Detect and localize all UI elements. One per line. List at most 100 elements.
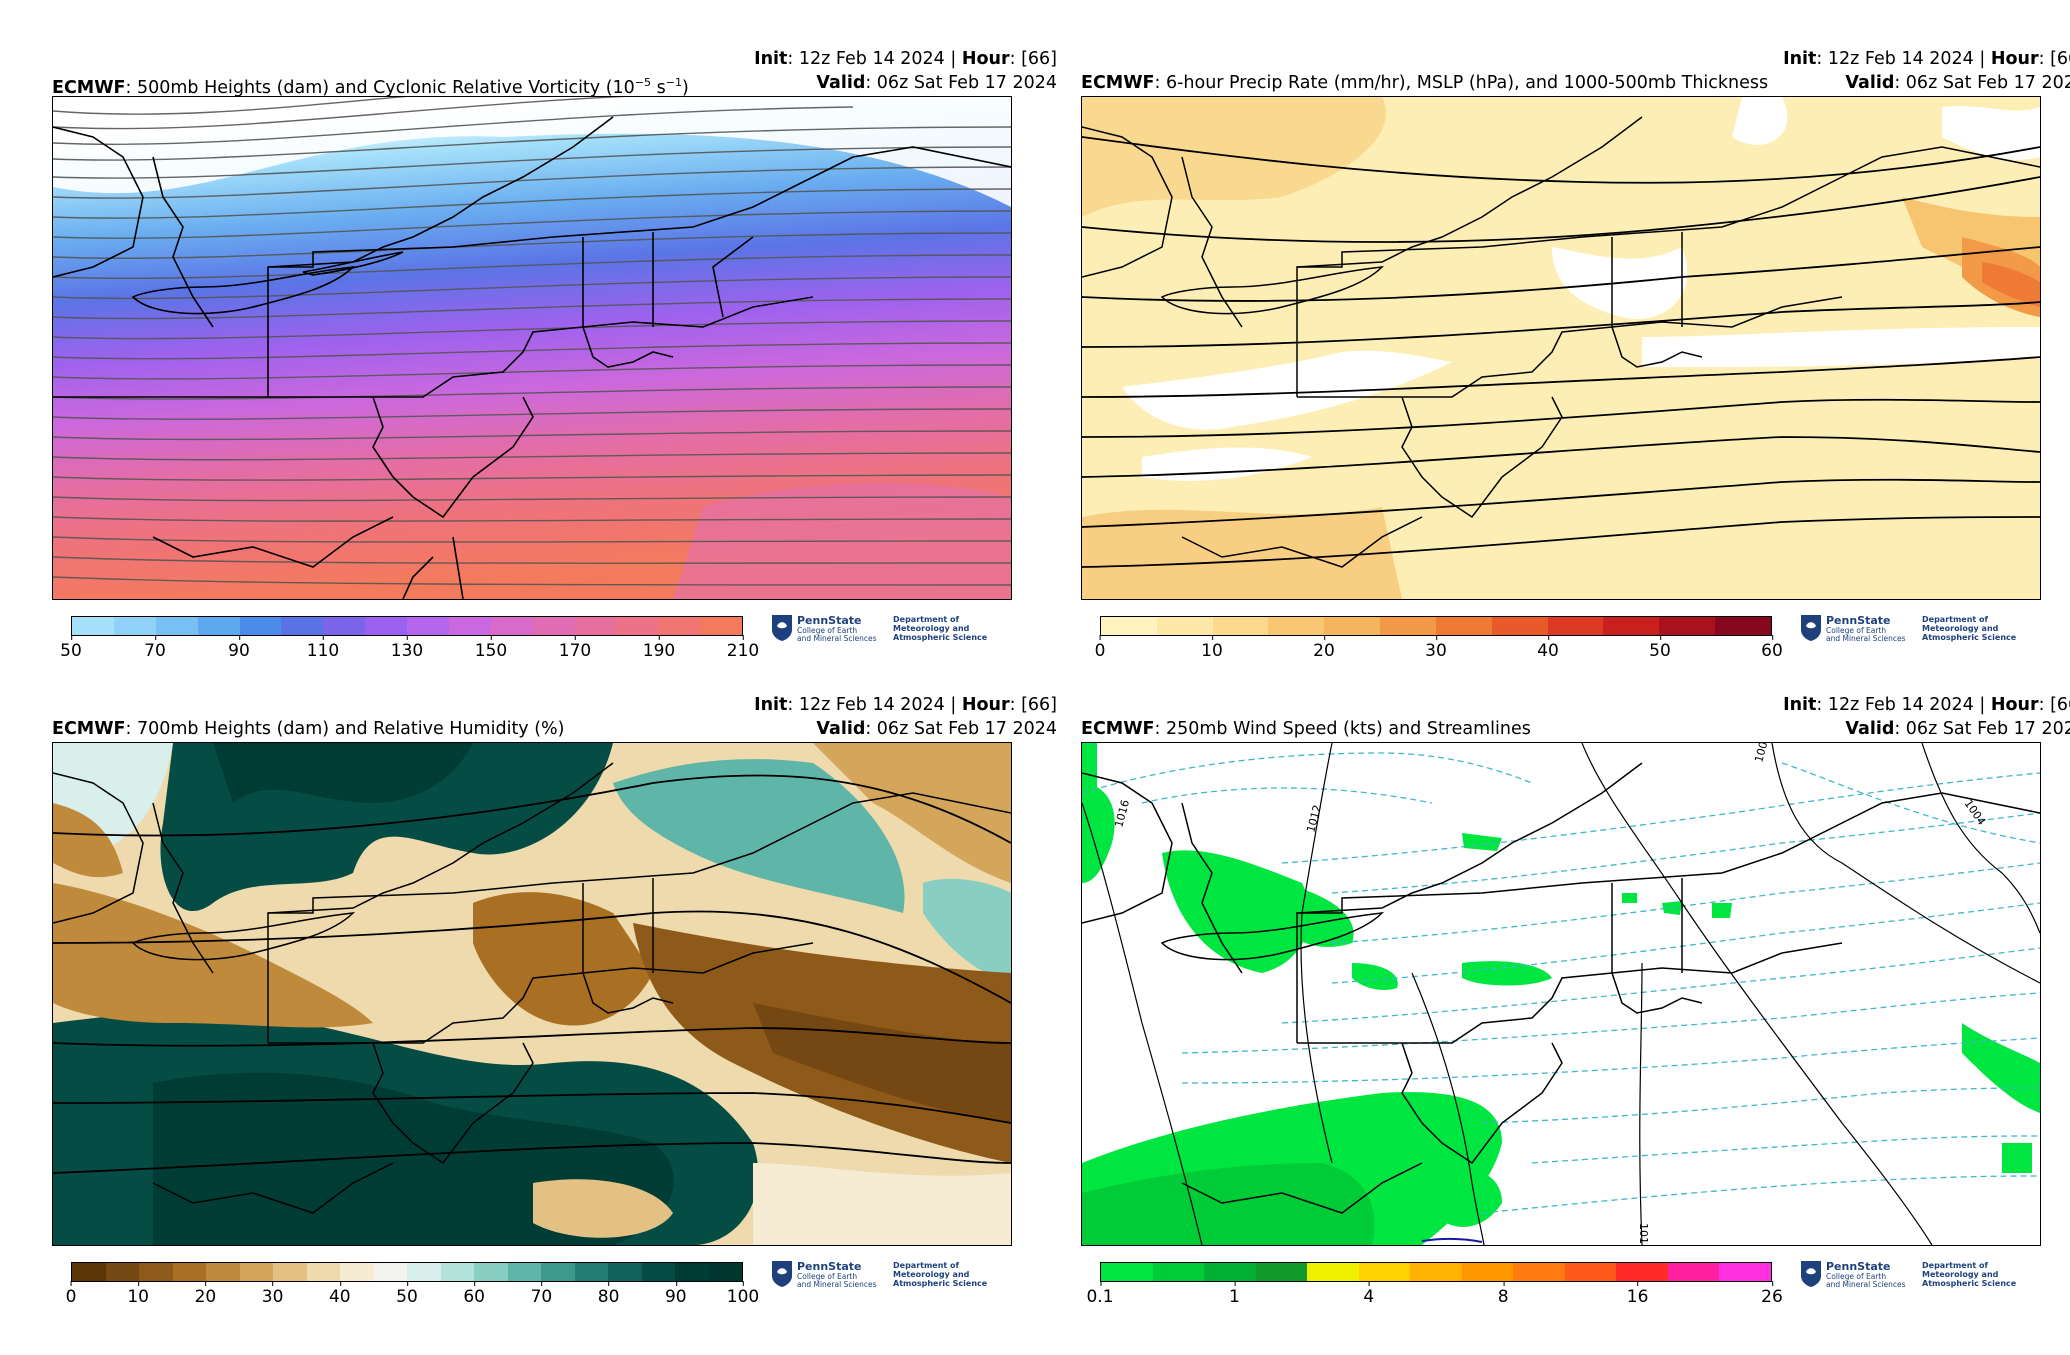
colorbar-tick-label: 150: [474, 635, 508, 661]
height-contours: [53, 774, 1011, 1174]
panel-title: ECMWF: 6-hour Precip Rate (mm/hr), MSLP …: [1081, 73, 1769, 93]
colorbar-segment: [1358, 1263, 1411, 1281]
colorbar-segment: [608, 1263, 642, 1281]
colorbar-segment: [1491, 617, 1548, 635]
coastlines-borders: [1082, 116, 2040, 568]
init-hour-line: Init: 12z Feb 14 2024 | Hour: [66]: [1783, 695, 2070, 715]
map-area: 1008 1012 1004 1016 101: [1081, 742, 2041, 1246]
colorbar-segment: [1324, 617, 1381, 635]
colorbar-tick-label: 0.1: [1086, 1281, 1114, 1307]
panel-500mb-vorticity: ECMWF: 500mb Heights (dam) and Cyclonic …: [37, 49, 1067, 709]
colorbar: [1100, 616, 1772, 636]
pennstate-logo: PennState College of Earth and Mineral Sc…: [771, 1260, 1001, 1294]
valid-line: Valid: 06z Sat Feb 17 2024: [1845, 73, 2070, 93]
colorbar-segment: [206, 1263, 240, 1281]
colorbar-tick-label: 130: [390, 635, 424, 661]
colorbar-tick-label: 30: [261, 1281, 284, 1307]
mslp-contours: [1082, 743, 2040, 1245]
panel-title: ECMWF: 250mb Wind Speed (kts) and Stream…: [1081, 719, 1531, 739]
panel-700mb-rh: ECMWF: 700mb Heights (dam) and Relative …: [37, 695, 1067, 1355]
colorbar-tick-label: 20: [194, 1281, 217, 1307]
colorbar-tick-label: 70: [530, 1281, 553, 1307]
colorbar-segment: [474, 1263, 508, 1281]
pennstate-logo: PennState College of Earth and Mineral Sc…: [1800, 1260, 2030, 1294]
logo-college: College of Earth and Mineral Sciences: [1826, 626, 1906, 643]
colorbar-tick-label: 80: [597, 1281, 620, 1307]
logo-college: College of Earth and Mineral Sciences: [1826, 1272, 1906, 1289]
colorbar-segment: [1715, 617, 1771, 635]
pennstate-logo: PennState College of Earth and Mineral Sc…: [771, 614, 1001, 648]
colorbar-ticks: 0 10 20 30 40 50 60 70 80 90 100: [66, 1281, 759, 1309]
coastlines-borders: [53, 762, 1011, 1214]
colorbar-segment: [532, 617, 575, 635]
colorbar-segment: [172, 1263, 206, 1281]
colorbar-tick-label: 10: [1201, 635, 1223, 661]
shield-icon: [772, 615, 792, 641]
colorbar-segment: [1564, 1263, 1617, 1281]
colorbar-tick-label: 100: [726, 1281, 760, 1307]
colorbar-segment: [1101, 617, 1157, 635]
colorbar-tick-label: 50: [60, 635, 82, 661]
colorbar-segment: [113, 617, 156, 635]
colorbar-tick-label: 26: [1761, 1281, 1783, 1307]
init-hour-line: Init: 12z Feb 14 2024 | Hour: [66]: [754, 49, 1057, 69]
colorbar-segment: [306, 1263, 340, 1281]
shield-icon: [772, 1261, 792, 1287]
valid-line: Valid: 06z Sat Feb 17 2024: [816, 719, 1057, 739]
colorbar-segment: [407, 1263, 441, 1281]
colorbar-segment: [708, 1263, 742, 1281]
colorbar-segment: [1719, 1263, 1771, 1281]
colorbar-segment: [281, 617, 324, 635]
colorbar-tick-label: 50: [1649, 635, 1671, 661]
colorbar-segment: [273, 1263, 307, 1281]
coastlines-borders: [1082, 762, 2040, 1214]
colorbar-tick-label: 50: [396, 1281, 418, 1307]
colorbar-segment: [1204, 1263, 1256, 1281]
colorbar-tick-label: 20: [1313, 635, 1335, 661]
colorbar-segment: [675, 1263, 709, 1281]
contour-label: 101: [1637, 1223, 1650, 1244]
panel-title: ECMWF: 700mb Heights (dam) and Relative …: [52, 719, 565, 739]
colorbar-tick-label: 40: [328, 1281, 351, 1307]
streamlines: [1082, 752, 2040, 1214]
logo-name: PennState: [797, 614, 862, 627]
colorbar-segment: [1380, 617, 1436, 635]
map-area: [52, 96, 1012, 600]
colorbar-segment: [574, 617, 617, 635]
colorbar-tick-label: 60: [1761, 635, 1783, 661]
colorbar: [71, 616, 743, 636]
colorbar-tick-label: 30: [1425, 635, 1447, 661]
shield-icon: [1801, 615, 1821, 641]
coastlines-borders: [53, 116, 1011, 599]
colorbar-segment: [1513, 1263, 1565, 1281]
colorbar-tick-label: 190: [642, 635, 676, 661]
colorbar-segment: [1410, 1263, 1462, 1281]
colorbar-segment: [139, 1263, 173, 1281]
colorbar-segment: [1659, 617, 1716, 635]
colorbar-tick-label: 60: [463, 1281, 486, 1307]
colorbar-ticks: 0 10 20 30 40 50 60: [1095, 635, 1783, 663]
colorbar-tick-label: 210: [726, 635, 760, 661]
colorbar-tick-label: 40: [1537, 635, 1559, 661]
colorbar-segment: [155, 617, 198, 635]
logo-college: College of Earth and Mineral Sciences: [797, 1272, 877, 1289]
colorbar-segment: [340, 1263, 374, 1281]
colorbar: [71, 1262, 743, 1282]
logo-dept: Department of Meteorology and Atmospheric …: [1922, 1261, 2017, 1288]
colorbar-tick-label: 90: [228, 635, 250, 661]
colorbar-segment: [407, 617, 449, 635]
colorbar-segment: [1268, 617, 1325, 635]
map-area: [52, 742, 1012, 1246]
colorbar-segment: [574, 1263, 608, 1281]
valid-line: Valid: 06z Sat Feb 17 2024: [816, 73, 1057, 93]
colorbar-segment: [1667, 1263, 1720, 1281]
colorbar-segment: [1152, 1263, 1205, 1281]
colorbar-segment: [1616, 1263, 1668, 1281]
colorbar-segment: [373, 1263, 407, 1281]
colorbar-segment: [197, 617, 240, 635]
colorbar-tick-label: 0: [1094, 635, 1106, 661]
colorbar-segment: [72, 617, 114, 635]
colorbar-segment: [440, 1263, 474, 1281]
colorbar-segment: [1461, 1263, 1514, 1281]
colorbar-tick-label: 170: [558, 635, 592, 661]
